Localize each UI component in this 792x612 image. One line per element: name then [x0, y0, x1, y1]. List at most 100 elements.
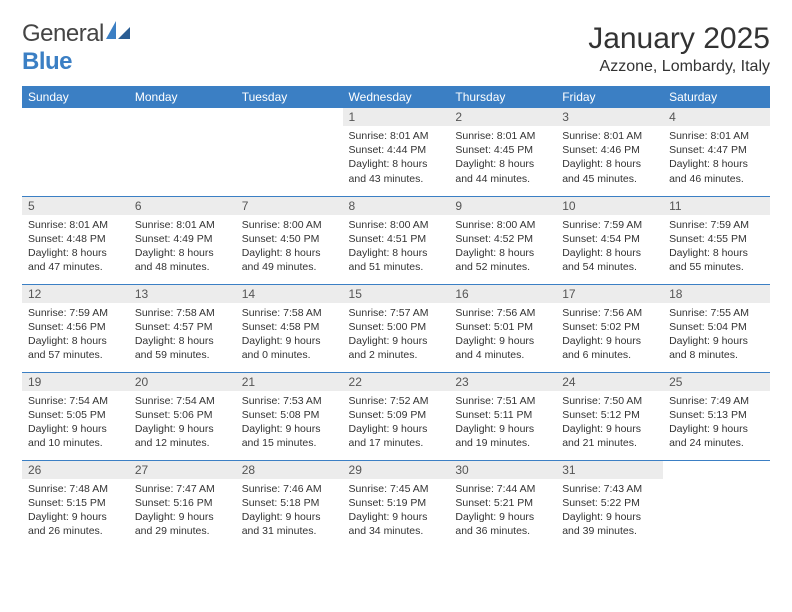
day-cell: 1Sunrise: 8:01 AMSunset: 4:44 PMDaylight… [343, 108, 450, 196]
day-info: Sunrise: 8:01 AMSunset: 4:48 PMDaylight:… [22, 215, 129, 279]
info-line: and 26 minutes. [28, 524, 123, 538]
day-header: Saturday [663, 86, 770, 108]
brand-text: GeneralBlue [22, 20, 132, 76]
info-line: Sunset: 5:21 PM [455, 496, 550, 510]
week-row: 26Sunrise: 7:48 AMSunset: 5:15 PMDayligh… [22, 460, 770, 548]
info-line: Daylight: 8 hours [455, 246, 550, 260]
info-line: Sunrise: 7:58 AM [135, 306, 230, 320]
info-line: Sunrise: 7:59 AM [28, 306, 123, 320]
info-line: Sunrise: 7:47 AM [135, 482, 230, 496]
info-line: and 17 minutes. [349, 436, 444, 450]
info-line: Daylight: 9 hours [135, 422, 230, 436]
day-number: 13 [129, 285, 236, 303]
info-line: Daylight: 9 hours [562, 510, 657, 524]
info-line: Sunset: 5:15 PM [28, 496, 123, 510]
info-line: and 47 minutes. [28, 260, 123, 274]
info-line: and 19 minutes. [455, 436, 550, 450]
calendar-table: Sunday Monday Tuesday Wednesday Thursday… [22, 86, 770, 548]
day-cell: 27Sunrise: 7:47 AMSunset: 5:16 PMDayligh… [129, 460, 236, 548]
day-cell: 2Sunrise: 8:01 AMSunset: 4:45 PMDaylight… [449, 108, 556, 196]
info-line: Sunset: 4:56 PM [28, 320, 123, 334]
info-line: Daylight: 9 hours [349, 422, 444, 436]
location-label: Azzone, Lombardy, Italy [588, 58, 770, 76]
info-line: Sunset: 4:54 PM [562, 232, 657, 246]
day-number: 19 [22, 373, 129, 391]
info-line: Sunset: 4:46 PM [562, 143, 657, 157]
info-line: Sunset: 5:16 PM [135, 496, 230, 510]
day-cell: 9Sunrise: 8:00 AMSunset: 4:52 PMDaylight… [449, 196, 556, 284]
info-line: and 59 minutes. [135, 348, 230, 362]
info-line: Daylight: 8 hours [562, 246, 657, 260]
day-cell: 18Sunrise: 7:55 AMSunset: 5:04 PMDayligh… [663, 284, 770, 372]
day-cell: 6Sunrise: 8:01 AMSunset: 4:49 PMDaylight… [129, 196, 236, 284]
info-line: and 31 minutes. [242, 524, 337, 538]
day-number: 12 [22, 285, 129, 303]
info-line: Daylight: 8 hours [349, 157, 444, 171]
day-cell [22, 108, 129, 196]
day-info: Sunrise: 8:01 AMSunset: 4:44 PMDaylight:… [343, 126, 450, 190]
day-cell: 29Sunrise: 7:45 AMSunset: 5:19 PMDayligh… [343, 460, 450, 548]
day-info: Sunrise: 7:57 AMSunset: 5:00 PMDaylight:… [343, 303, 450, 367]
day-number: 20 [129, 373, 236, 391]
info-line: Sunset: 4:55 PM [669, 232, 764, 246]
day-cell: 7Sunrise: 8:00 AMSunset: 4:50 PMDaylight… [236, 196, 343, 284]
day-number: 4 [663, 108, 770, 126]
info-line: and 45 minutes. [562, 172, 657, 186]
day-number: 25 [663, 373, 770, 391]
week-row: 5Sunrise: 8:01 AMSunset: 4:48 PMDaylight… [22, 196, 770, 284]
info-line: Sunrise: 8:01 AM [135, 218, 230, 232]
day-number: 17 [556, 285, 663, 303]
info-line: Daylight: 9 hours [28, 422, 123, 436]
info-line: Daylight: 9 hours [242, 334, 337, 348]
day-cell: 3Sunrise: 8:01 AMSunset: 4:46 PMDaylight… [556, 108, 663, 196]
info-line: and 12 minutes. [135, 436, 230, 450]
info-line: and 49 minutes. [242, 260, 337, 274]
day-number: 11 [663, 197, 770, 215]
day-cell: 28Sunrise: 7:46 AMSunset: 5:18 PMDayligh… [236, 460, 343, 548]
info-line: Sunset: 5:19 PM [349, 496, 444, 510]
info-line: Daylight: 8 hours [242, 246, 337, 260]
info-line: Daylight: 9 hours [242, 510, 337, 524]
info-line: Sunrise: 7:51 AM [455, 394, 550, 408]
info-line: and 52 minutes. [455, 260, 550, 274]
sail-icon [106, 21, 132, 41]
day-number: 26 [22, 461, 129, 479]
day-info: Sunrise: 7:43 AMSunset: 5:22 PMDaylight:… [556, 479, 663, 543]
info-line: Sunset: 4:47 PM [669, 143, 764, 157]
day-number: 3 [556, 108, 663, 126]
info-line: and 34 minutes. [349, 524, 444, 538]
info-line: Daylight: 8 hours [28, 334, 123, 348]
info-line: Daylight: 8 hours [28, 246, 123, 260]
day-info: Sunrise: 7:55 AMSunset: 5:04 PMDaylight:… [663, 303, 770, 367]
header: GeneralBlue January 2025 Azzone, Lombard… [22, 14, 770, 76]
day-info: Sunrise: 7:47 AMSunset: 5:16 PMDaylight:… [129, 479, 236, 543]
day-info: Sunrise: 7:52 AMSunset: 5:09 PMDaylight:… [343, 391, 450, 455]
day-cell: 10Sunrise: 7:59 AMSunset: 4:54 PMDayligh… [556, 196, 663, 284]
day-number: 18 [663, 285, 770, 303]
day-number: 5 [22, 197, 129, 215]
info-line: and 43 minutes. [349, 172, 444, 186]
day-number: 27 [129, 461, 236, 479]
day-cell: 21Sunrise: 7:53 AMSunset: 5:08 PMDayligh… [236, 372, 343, 460]
week-row: 1Sunrise: 8:01 AMSunset: 4:44 PMDaylight… [22, 108, 770, 196]
day-info: Sunrise: 7:51 AMSunset: 5:11 PMDaylight:… [449, 391, 556, 455]
info-line: and 54 minutes. [562, 260, 657, 274]
info-line: Sunrise: 7:44 AM [455, 482, 550, 496]
day-cell: 25Sunrise: 7:49 AMSunset: 5:13 PMDayligh… [663, 372, 770, 460]
day-info: Sunrise: 7:56 AMSunset: 5:02 PMDaylight:… [556, 303, 663, 367]
info-line: Sunset: 5:09 PM [349, 408, 444, 422]
day-info: Sunrise: 7:58 AMSunset: 4:58 PMDaylight:… [236, 303, 343, 367]
info-line: Sunset: 4:45 PM [455, 143, 550, 157]
info-line: Sunrise: 7:52 AM [349, 394, 444, 408]
info-line: Sunset: 5:01 PM [455, 320, 550, 334]
day-header: Wednesday [343, 86, 450, 108]
info-line: Sunrise: 7:43 AM [562, 482, 657, 496]
day-number: 31 [556, 461, 663, 479]
day-number: 30 [449, 461, 556, 479]
day-cell: 5Sunrise: 8:01 AMSunset: 4:48 PMDaylight… [22, 196, 129, 284]
day-header: Friday [556, 86, 663, 108]
day-cell: 22Sunrise: 7:52 AMSunset: 5:09 PMDayligh… [343, 372, 450, 460]
info-line: Daylight: 9 hours [562, 422, 657, 436]
info-line: Daylight: 9 hours [455, 334, 550, 348]
info-line: Sunset: 4:51 PM [349, 232, 444, 246]
